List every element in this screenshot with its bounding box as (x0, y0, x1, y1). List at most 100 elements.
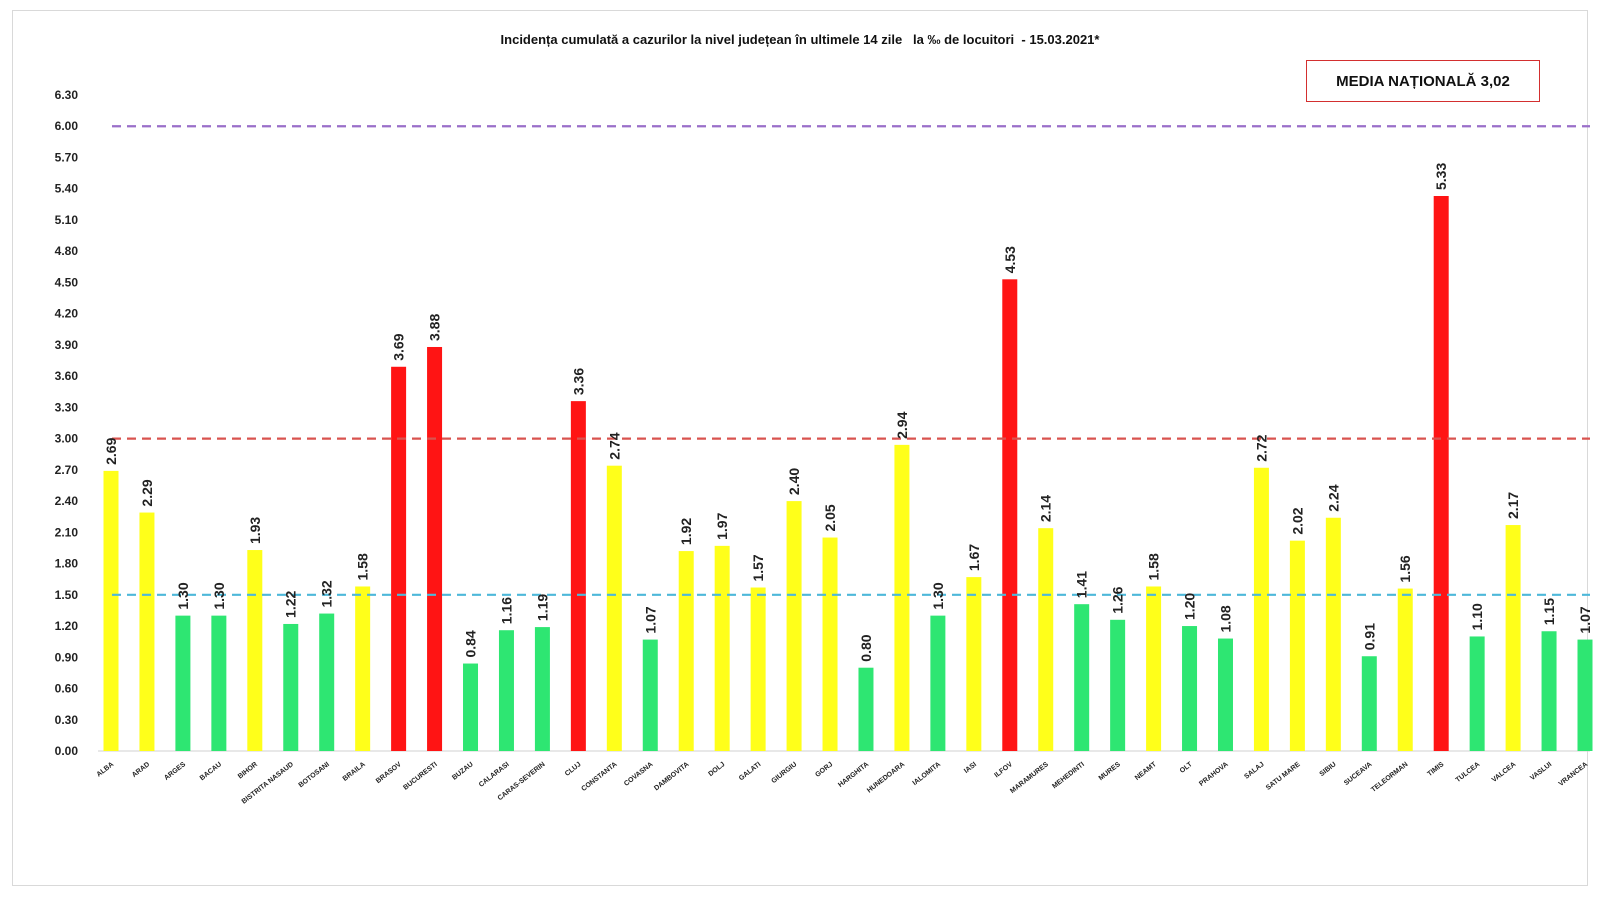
bar (642, 639, 658, 751)
data-label: 1.15 (1541, 598, 1557, 625)
x-tick-label: ILFOV (993, 761, 1014, 779)
x-tick-label: SATU MARE (1265, 761, 1302, 792)
x-tick-label: BRAILA (342, 761, 367, 783)
y-tick-label: 4.80 (55, 244, 79, 258)
x-tick-label: DOLJ (707, 761, 726, 778)
data-label: 1.93 (247, 517, 263, 544)
bar (139, 512, 155, 751)
data-label: 1.57 (750, 554, 766, 581)
bar (1325, 517, 1341, 751)
x-tick-label: DAMBOVITA (653, 761, 690, 792)
bar (858, 667, 874, 751)
x-tick-label: GORJ (814, 761, 834, 779)
data-label: 1.56 (1397, 555, 1413, 582)
data-label: 2.74 (606, 432, 622, 459)
data-label: 1.41 (1074, 571, 1090, 598)
bar (391, 366, 407, 751)
x-tick-label: MURES (1098, 761, 1122, 782)
x-tick-label: SALAJ (1243, 761, 1265, 781)
x-tick-label: HUNEDOARA (866, 761, 906, 795)
x-tick-label: VALCEA (1491, 761, 1518, 784)
x-tick-label: OLT (1179, 761, 1195, 775)
x-tick-label: TELEORMAN (1370, 761, 1409, 794)
x-tick-label: CONSTANTA (580, 761, 618, 793)
bar (1361, 656, 1377, 751)
y-tick-label: 0.60 (55, 682, 79, 696)
data-label: 3.69 (391, 333, 407, 360)
x-tick-label: NEAMT (1134, 761, 1158, 782)
x-tick-label: IALOMITA (912, 761, 943, 787)
bar (175, 615, 191, 751)
x-tick-label: TULCEA (1455, 761, 1482, 784)
y-tick-label: 5.70 (55, 150, 79, 164)
data-label: 1.26 (1110, 586, 1126, 613)
data-label: 1.32 (319, 580, 335, 607)
bar (283, 623, 299, 751)
x-tick-label: ARGES (163, 761, 187, 782)
bar (894, 444, 910, 751)
x-tick-label: VASLUI (1529, 761, 1553, 782)
x-tick-label: BACAU (199, 761, 223, 782)
data-label: 1.22 (283, 591, 299, 618)
x-tick-label: MARAMURES (1009, 761, 1050, 795)
x-tick-label: PRAHOVA (1198, 761, 1229, 788)
y-tick-label: 2.70 (55, 463, 79, 477)
x-tick-label: COVASNA (623, 761, 654, 788)
data-label: 2.14 (1038, 495, 1054, 522)
bar (714, 545, 730, 751)
data-label: 1.10 (1469, 603, 1485, 630)
data-label: 0.80 (858, 634, 874, 661)
bar (1469, 636, 1485, 751)
data-label: 2.40 (786, 468, 802, 495)
x-tick-label: IASI (963, 761, 978, 775)
bar (247, 550, 263, 751)
national-average-box: MEDIA NAȚIONALĂ 3,02 (1306, 60, 1540, 102)
y-tick-label: 1.50 (55, 588, 79, 602)
data-label: 1.58 (355, 553, 371, 580)
data-label: 2.69 (103, 437, 119, 464)
bar (1253, 467, 1269, 751)
data-label: 1.92 (678, 518, 694, 545)
data-label: 2.72 (1253, 434, 1269, 461)
bar (1146, 586, 1162, 751)
x-tick-label: ALBA (96, 761, 116, 778)
bar (786, 501, 802, 751)
data-label: 2.05 (822, 504, 838, 531)
data-label: 0.84 (463, 630, 479, 657)
y-tick-label: 0.00 (55, 744, 79, 758)
data-label: 5.33 (1433, 163, 1449, 190)
bar (1038, 528, 1054, 751)
bar (534, 627, 550, 751)
x-tick-label: HARGHITA (837, 761, 870, 789)
data-label: 1.30 (930, 582, 946, 609)
bar (570, 401, 586, 751)
data-label: 2.17 (1505, 492, 1521, 519)
bar (1289, 540, 1305, 751)
bar (1505, 525, 1521, 751)
y-tick-label: 3.90 (55, 338, 79, 352)
data-label: 4.53 (1002, 246, 1018, 273)
x-tick-label: CALARASI (478, 761, 511, 789)
bar (103, 470, 119, 751)
bar (1577, 639, 1593, 751)
data-label: 1.07 (642, 606, 658, 633)
data-label: 1.30 (175, 582, 191, 609)
bar (355, 586, 371, 751)
chart-title: Incidența cumulată a cazurilor la nivel … (500, 32, 1100, 47)
data-label: 1.97 (714, 512, 730, 539)
y-tick-label: 0.30 (55, 713, 79, 727)
y-tick-label: 1.80 (55, 557, 79, 571)
data-label: 1.20 (1182, 593, 1198, 620)
y-tick-label: 1.20 (55, 619, 79, 633)
bar (1541, 631, 1557, 751)
data-label: 0.91 (1361, 623, 1377, 650)
x-tick-label: BUZAU (451, 761, 475, 782)
bar (1433, 196, 1449, 751)
data-label: 2.02 (1289, 507, 1305, 534)
y-tick-label: 4.50 (55, 275, 79, 289)
bar (498, 630, 514, 751)
data-label: 1.30 (211, 582, 227, 609)
bar (1002, 279, 1018, 751)
data-label: 1.19 (534, 594, 550, 621)
